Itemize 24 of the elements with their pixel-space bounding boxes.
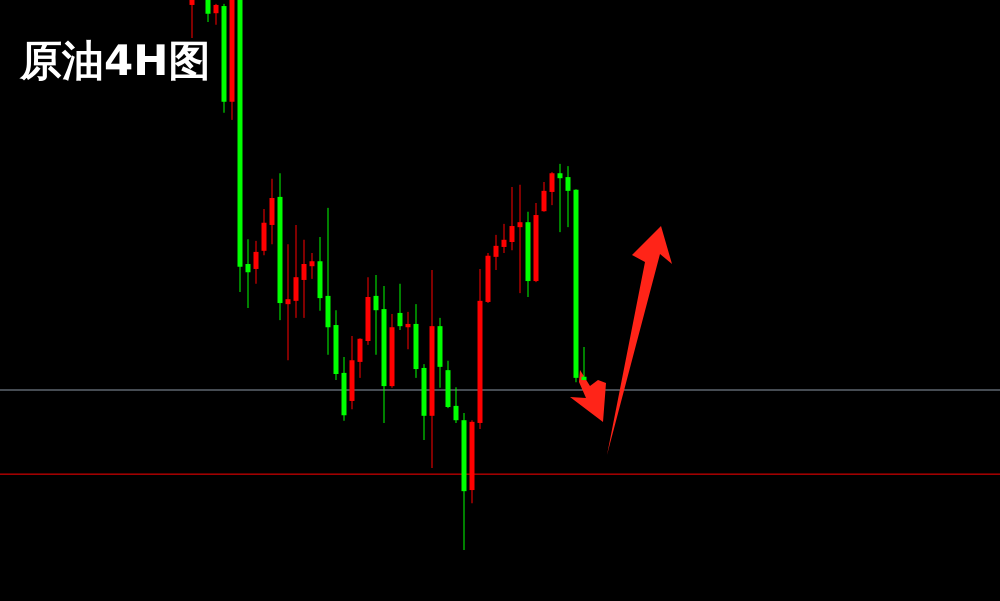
candlestick bbox=[206, 0, 210, 22]
candlestick bbox=[518, 184, 522, 294]
candlestick bbox=[494, 234, 498, 271]
candlestick bbox=[510, 186, 514, 251]
candlestick bbox=[310, 252, 314, 280]
candlestick bbox=[246, 238, 250, 308]
candlestick bbox=[406, 311, 410, 350]
candlestick bbox=[254, 240, 258, 284]
candlestick bbox=[214, 3, 218, 26]
candlestick bbox=[374, 274, 378, 356]
candlestick bbox=[566, 166, 570, 228]
candlestick bbox=[190, 0, 194, 38]
candlestick bbox=[454, 386, 458, 424]
candlestick bbox=[558, 163, 562, 233]
candlestick bbox=[398, 283, 402, 330]
candlestick bbox=[582, 346, 586, 381]
candlestick bbox=[358, 338, 362, 378]
candlestick bbox=[302, 239, 306, 318]
candlestick bbox=[542, 182, 546, 212]
text: 原油4H图 bbox=[19, 36, 210, 85]
candlestick bbox=[502, 223, 506, 254]
candlestick bbox=[294, 224, 298, 318]
candlestick bbox=[550, 172, 554, 206]
candlestick bbox=[286, 244, 290, 361]
